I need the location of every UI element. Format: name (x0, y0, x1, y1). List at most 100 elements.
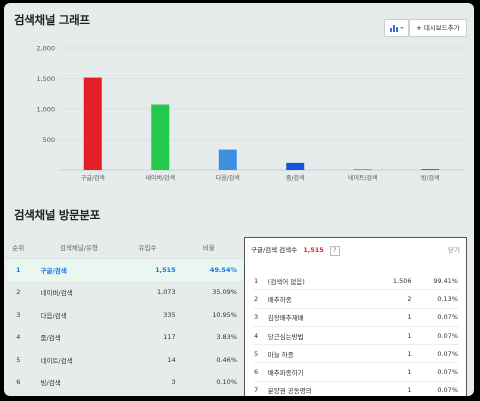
inflow-cell: 335 (118, 303, 180, 327)
inflow-cell: 117 (118, 326, 180, 349)
channel-cell: 기가오/검색 (30, 393, 119, 396)
table-row[interactable]: 5 네이트/검색 14 0.46% (6, 348, 243, 372)
keyword-rank-cell: 5 (253, 344, 267, 364)
keyword-row[interactable]: 7 분양권 공동명의 1 0.07% (253, 381, 459, 396)
table-row[interactable]: 7기가오/검색10.03% (6, 393, 243, 396)
keyword-rank-cell: 7 (253, 381, 267, 396)
chart-type-button[interactable] (384, 19, 409, 37)
bar-0[interactable] (83, 77, 102, 170)
table-row[interactable]: 2 네이버/검색 1,073 35.09% (6, 281, 243, 304)
ratio-cell: 35.09% (179, 281, 243, 304)
ratio-cell: 0.46% (179, 348, 243, 372)
rank-cell: 7 (6, 393, 31, 396)
analytics-window: 검색채널 그래프 + 대시보드추가 2,000 1,500 1,000 500 구글/검… (4, 3, 474, 396)
inflow-cell: 3 (118, 371, 180, 394)
column-header-channel[interactable]: 검색채널/유형 (30, 236, 119, 259)
close-button[interactable]: 닫기 (448, 246, 460, 254)
keyword-table-body: 1 (검색어 없음) 1,506 99.41% 2 배추하종 2 0.13% 3 김장배추재배 1 0… (253, 272, 459, 396)
keyword-count-cell: 1,506 (385, 272, 413, 291)
keyword-rank-cell: 4 (253, 326, 267, 346)
bar-2[interactable] (218, 149, 237, 170)
keyword-rank-cell: 3 (253, 308, 267, 327)
ratio-cell: 0.10% (179, 371, 243, 394)
keyword-count-cell: 1 (385, 344, 413, 364)
bar-3[interactable] (286, 162, 305, 170)
x-tick-label: 빙/검색 (421, 174, 440, 182)
y-tick-label: 500 (43, 136, 55, 144)
distribution-section-title: 검색채널 방문분포 (14, 208, 100, 222)
keyword-rank-cell: 6 (253, 362, 267, 382)
keyword-row[interactable]: 2 배추하종 2 0.13% (253, 289, 459, 309)
y-tick-label: 1,000 (36, 106, 55, 114)
ratio-cell: 3.83% (179, 326, 243, 349)
y-tick-label: 1,500 (36, 75, 55, 83)
rank-cell: 3 (6, 303, 31, 327)
keyword-ratio-cell: 0.07% (412, 344, 459, 364)
detail-header: 구글/검색 검색수 1,515 ? (251, 244, 340, 256)
keyword-rank-cell: 1 (253, 272, 267, 291)
x-tick-label: 구글/검색 (81, 174, 105, 182)
keyword-count-cell: 1 (385, 381, 413, 396)
add-to-dashboard-label: 대시보드추가 (423, 24, 460, 32)
bar-chart-icon (390, 25, 404, 32)
column-header-ratio[interactable]: 비율 (179, 236, 243, 259)
inflow-cell: 1 (118, 393, 180, 396)
plus-icon: + (416, 24, 422, 32)
keyword-cell: 배추파종하기 (266, 362, 386, 382)
detail-count: 1,515 (303, 246, 324, 254)
ratio-cell: 0.03% (179, 393, 243, 396)
bar-5[interactable] (421, 169, 440, 170)
rank-cell: 1 (6, 258, 31, 282)
rank-cell: 6 (6, 371, 31, 394)
detail-label: 구글/검색 검색수 (251, 246, 298, 254)
add-to-dashboard-button[interactable]: + 대시보드추가 (409, 19, 467, 37)
keyword-cell: 마늘 하종 (266, 344, 386, 364)
inflow-cell: 1,073 (118, 281, 180, 304)
channel-cell: 네이버/검색 (30, 281, 119, 304)
inflow-cell: 1,515 (118, 258, 180, 282)
help-icon[interactable]: ? (329, 246, 340, 256)
keyword-ratio-cell: 0.07% (412, 308, 459, 327)
table-row[interactable]: 1 구글/검색 1,515 49.54% (6, 258, 243, 282)
keyword-cell: 김장배추재배 (266, 308, 386, 327)
keyword-ratio-cell: 0.07% (412, 362, 459, 382)
keyword-row[interactable]: 5 마늘 하종 1 0.07% (253, 344, 459, 364)
table-row[interactable]: 3 다음/검색 335 10.95% (6, 303, 243, 327)
keyword-row[interactable]: 1 (검색어 없음) 1,506 99.41% (253, 272, 459, 291)
keyword-cell: 배추하종 (266, 289, 386, 309)
inflow-cell: 14 (118, 348, 180, 372)
keyword-ratio-cell: 0.07% (412, 326, 459, 346)
keyword-rank-cell: 2 (253, 289, 267, 309)
keyword-ratio-cell: 0.13% (412, 289, 459, 309)
table-row[interactable]: 4 줌/검색 117 3.83% (6, 326, 243, 349)
keyword-cell: 분양권 공동명의 (266, 381, 386, 396)
keyword-count-cell: 1 (385, 326, 413, 346)
keyword-row[interactable]: 6 배추파종하기 1 0.07% (253, 362, 459, 382)
keyword-cell: 당근심는방법 (266, 326, 386, 346)
rank-cell: 4 (6, 326, 31, 349)
keyword-count-cell: 2 (385, 289, 413, 309)
keyword-row[interactable]: 3 김장배추재배 1 0.07% (253, 308, 459, 327)
bar-chart: 2,000 1,500 1,000 500 구글/검색 네이버/검색 다음/검색 줌/검색 네이… (36, 45, 464, 182)
keyword-table: 1 (검색어 없음) 1,506 99.41% 2 배추하종 2 0.13% 3 김장배추재배 1 0… (253, 272, 459, 396)
ratio-cell: 49.54% (179, 258, 243, 282)
ratio-cell: 10.95% (179, 303, 243, 327)
table-row[interactable]: 6 빙/검색 3 0.10% (6, 371, 243, 394)
y-tick-label: 2,000 (36, 45, 55, 53)
keyword-count-cell: 1 (385, 362, 413, 382)
keyword-cell: (검색어 없음) (266, 272, 386, 291)
x-tick-label: 네이버/검색 (145, 174, 175, 182)
keyword-count-cell: 1 (385, 308, 413, 327)
x-tick-label: 네이트/검색 (348, 174, 378, 182)
keyword-row[interactable]: 4 당근심는방법 1 0.07% (253, 326, 459, 346)
chart-section-title: 검색채널 그래프 (14, 13, 90, 27)
bar-1[interactable] (151, 104, 170, 170)
keyword-ratio-cell: 99.41% (412, 272, 459, 291)
channel-cell: 네이트/검색 (30, 348, 119, 372)
x-tick-label: 다음/검색 (216, 174, 240, 182)
channel-cell: 빙/검색 (30, 371, 119, 394)
rank-cell: 2 (6, 281, 31, 304)
column-header-inflow[interactable]: 유입수 (118, 236, 180, 259)
bar-4[interactable] (353, 169, 372, 170)
channel-cell: 다음/검색 (30, 303, 119, 327)
